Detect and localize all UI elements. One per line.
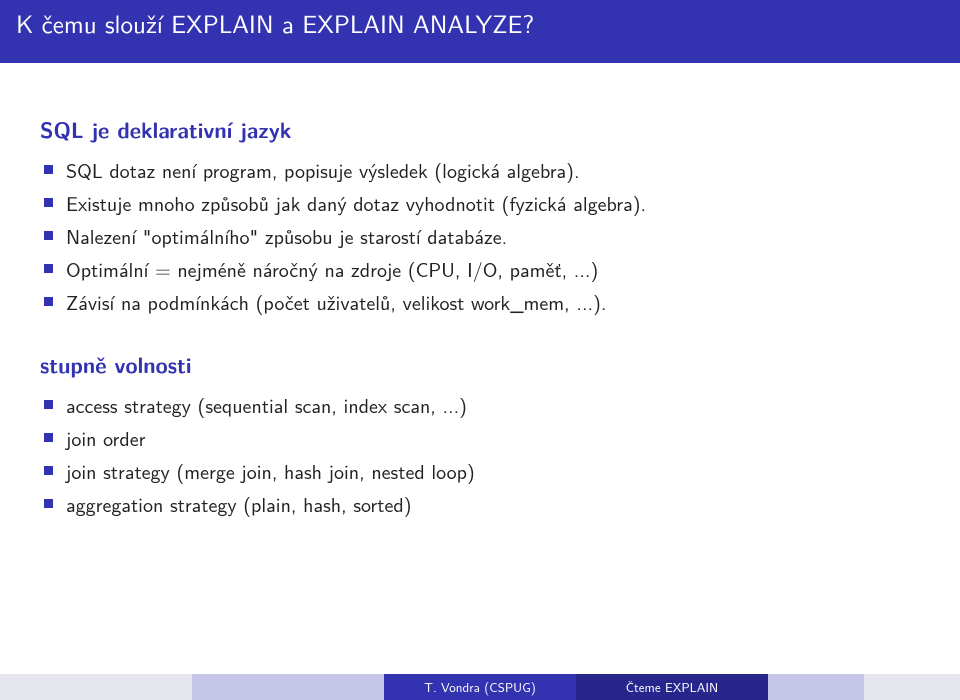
list-item: Nalezení "optimálního" způsobu je staros…	[66, 221, 920, 252]
footer-title: Čteme EXPLAIN	[576, 674, 768, 700]
list-item: join order	[66, 423, 920, 454]
footer-segment-blank	[864, 674, 960, 700]
footer-segment-blank	[768, 674, 864, 700]
slide-footer: T. Vondra (CSPUG) Čteme EXPLAIN	[0, 674, 960, 700]
slide-title-bar: K čemu slouží EXPLAIN a EXPLAIN ANALYZE?	[0, 0, 960, 63]
list-item: access strategy (sequential scan, index …	[66, 390, 920, 421]
block-heading-2: stupně volnosti	[40, 348, 920, 380]
block-list-2: access strategy (sequential scan, index …	[40, 390, 920, 520]
slide-content: SQL je deklarativní jazyk SQL dotaz není…	[0, 63, 960, 542]
footer-segment-blank	[192, 674, 384, 700]
list-item: Existuje mnoho způsobů jak daný dotaz vy…	[66, 188, 920, 219]
footer-author: T. Vondra (CSPUG)	[384, 674, 576, 700]
list-item: Optimální = nejméně náročný na zdroje (C…	[66, 254, 920, 285]
list-item: aggregation strategy (plain, hash, sorte…	[66, 489, 920, 520]
footer-segment-blank	[0, 674, 192, 700]
slide-title: K čemu slouží EXPLAIN a EXPLAIN ANALYZE?	[16, 4, 534, 41]
block-heading-1: SQL je deklarativní jazyk	[40, 113, 920, 145]
list-item: join strategy (merge join, hash join, ne…	[66, 456, 920, 487]
list-item: SQL dotaz není program, popisuje výslede…	[66, 155, 920, 186]
block-list-1: SQL dotaz není program, popisuje výslede…	[40, 155, 920, 318]
list-item: Závisí na podmínkách (počet uživatelů, v…	[66, 287, 920, 318]
